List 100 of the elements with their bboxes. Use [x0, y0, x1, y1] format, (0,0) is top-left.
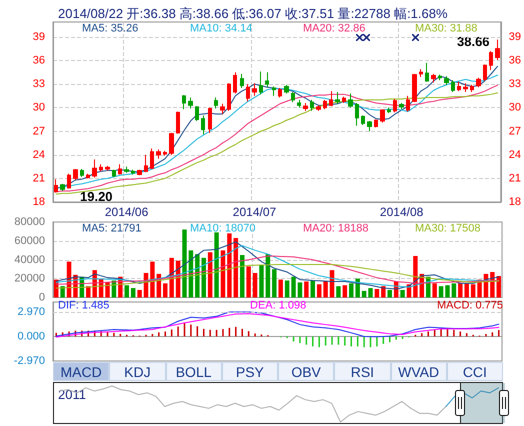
candlestick: [483, 64, 487, 82]
y-tick-label: 80000: [14, 216, 45, 228]
annotation: 19.20: [80, 189, 113, 204]
candlestick: [67, 173, 71, 190]
text: MA20: 18188: [303, 222, 368, 234]
bar: [227, 233, 232, 298]
y-tick-label: 18: [32, 196, 45, 208]
candlestick: [156, 148, 161, 160]
text: MA30: 17508: [415, 222, 480, 234]
candlestick: [412, 73, 417, 103]
y2-tick-label: 30: [508, 102, 522, 114]
bar: [464, 283, 469, 298]
y2-tick-label: 39: [508, 30, 522, 43]
bar: [310, 280, 316, 298]
bar: [195, 254, 200, 298]
bar: [214, 232, 219, 298]
y-tick-label: 33: [32, 78, 45, 90]
candlestick: [444, 76, 449, 86]
category-label: OBV: [278, 362, 334, 381]
y-tick-label: 40000: [14, 254, 45, 266]
y-tick-label: 60000: [14, 234, 45, 247]
bar: [240, 255, 244, 298]
candlestick: [489, 50, 493, 70]
candlestick: [163, 150, 167, 156]
bar: [368, 288, 373, 298]
candlestick: [374, 118, 378, 128]
candlestick: [265, 72, 269, 88]
bar: [278, 280, 283, 298]
line-series: [56, 255, 500, 285]
candlestick: [144, 154, 148, 173]
y-tick-label: -2.970: [14, 355, 45, 367]
candlestick: [457, 81, 461, 92]
bar: [246, 266, 251, 298]
y2-tick-label: 21: [508, 172, 522, 184]
text: MA10: 34.14: [190, 22, 252, 34]
candlestick: [329, 90, 333, 107]
bar: [452, 283, 456, 298]
bar: [259, 265, 264, 298]
candlestick: [367, 120, 372, 132]
bar: [252, 272, 258, 298]
candlestick: [387, 107, 391, 114]
candlestick: [316, 104, 321, 112]
bar: [284, 280, 290, 298]
candlestick: [476, 77, 481, 88]
y2-tick-label: 27: [508, 125, 522, 138]
bar: [496, 276, 502, 298]
candlestick: [208, 107, 212, 134]
x-tick-label: 2014/06: [104, 205, 149, 219]
candlestick: [60, 183, 65, 192]
y2-tick-label: 18: [508, 196, 522, 208]
category-label: WVAD: [390, 362, 447, 381]
x-tick-label: 2014/07: [232, 205, 276, 219]
bar: [188, 250, 194, 298]
bar: [349, 283, 354, 298]
y2-tick-label: 24: [508, 148, 522, 161]
text: MA5: 21791: [82, 222, 142, 234]
candlestick: [124, 166, 129, 174]
candlestick: [431, 73, 436, 84]
y-tick-label: 20000: [14, 272, 45, 285]
candlestick: [355, 102, 359, 126]
candlestick: [54, 178, 58, 194]
candlestick: [214, 96, 218, 109]
candlestick: [86, 173, 90, 179]
candlestick: [252, 82, 257, 96]
candlestick: [361, 115, 365, 126]
candlestick: [335, 91, 340, 104]
text: MA5: 35.26: [82, 22, 138, 34]
bar: [208, 252, 212, 298]
candlestick: [131, 169, 135, 175]
category-label: MACD: [53, 362, 110, 381]
candlestick: [425, 62, 429, 82]
bar: [163, 283, 168, 298]
series-label: DEA: 1.098: [250, 300, 306, 312]
candlestick: [495, 39, 500, 60]
text: MA20: 32.86: [303, 22, 366, 34]
candlestick: [80, 168, 84, 178]
bar: [362, 290, 366, 298]
bar: [304, 281, 309, 298]
bar: [458, 283, 463, 298]
line-series: [56, 264, 500, 289]
candlestick: [291, 91, 295, 103]
candlestick: [438, 74, 442, 81]
candlestick: [233, 72, 237, 94]
text: MA30: 31.88: [415, 22, 478, 34]
y-tick-label: 39: [32, 30, 45, 43]
candlestick: [182, 94, 186, 110]
y2-tick-label: 36: [508, 54, 522, 67]
annotation: 2011: [58, 387, 86, 402]
bar: [234, 238, 238, 298]
bar: [432, 283, 437, 298]
candlestick: [348, 93, 353, 108]
bar: [381, 286, 386, 298]
candlestick: [176, 111, 180, 134]
candlestick: [380, 108, 385, 124]
y-tick-label: 2.970: [17, 306, 45, 318]
candlestick: [246, 84, 250, 102]
candlestick: [195, 106, 199, 122]
candlestick: [303, 102, 308, 112]
bar: [342, 285, 348, 298]
candlestick: [240, 73, 244, 89]
